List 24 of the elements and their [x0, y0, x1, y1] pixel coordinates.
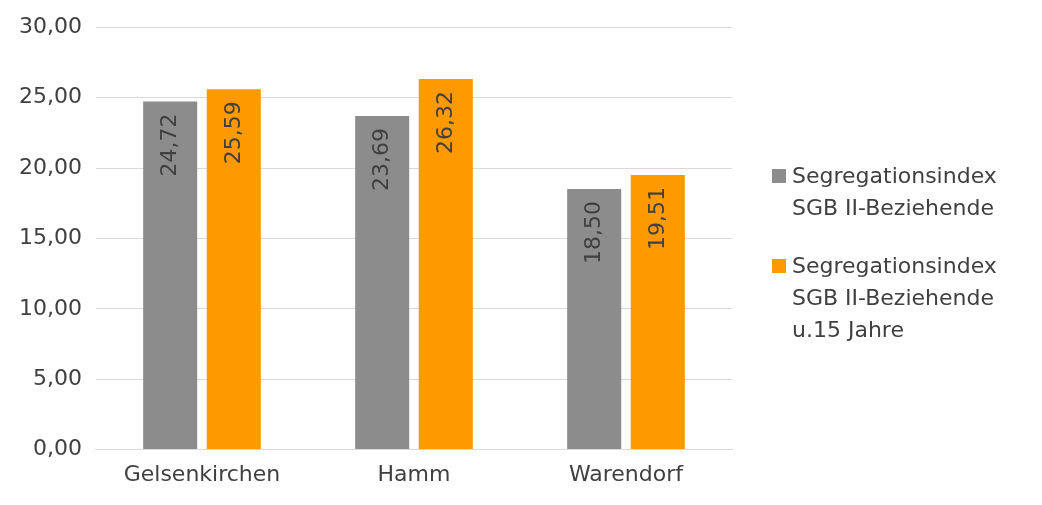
x-tick-label: Hamm — [377, 460, 451, 486]
y-tick-label: 20,00 — [19, 153, 82, 179]
data-label: 19,51 — [643, 186, 669, 250]
x-tick-label: Warendorf — [568, 460, 685, 486]
bar — [206, 89, 261, 450]
legend-label: Segregationsindex SGB II-Beziehende u.15 Jahre — [792, 251, 998, 344]
bar — [143, 101, 198, 450]
y-tick-label: 30,00 — [19, 12, 82, 38]
data-label: 25,59 — [219, 101, 245, 165]
y-tick-label: 25,00 — [19, 83, 82, 109]
legend-label: Segregationsindex SGB II-Beziehende — [792, 161, 998, 222]
y-tick-label: 10,00 — [19, 294, 82, 320]
y-tick-label: 0,00 — [33, 435, 82, 461]
data-label: 24,72 — [155, 113, 181, 177]
data-label: 26,32 — [431, 91, 457, 154]
x-tick-label: Gelsenkirchen — [123, 460, 281, 486]
bar — [567, 189, 622, 450]
bar — [630, 174, 685, 450]
y-tick-label: 5,00 — [33, 364, 82, 390]
data-label: 23,69 — [367, 128, 393, 192]
data-label: 18,50 — [579, 201, 605, 265]
bar — [355, 116, 410, 450]
bar — [418, 79, 473, 450]
y-tick-label: 15,00 — [19, 224, 82, 250]
